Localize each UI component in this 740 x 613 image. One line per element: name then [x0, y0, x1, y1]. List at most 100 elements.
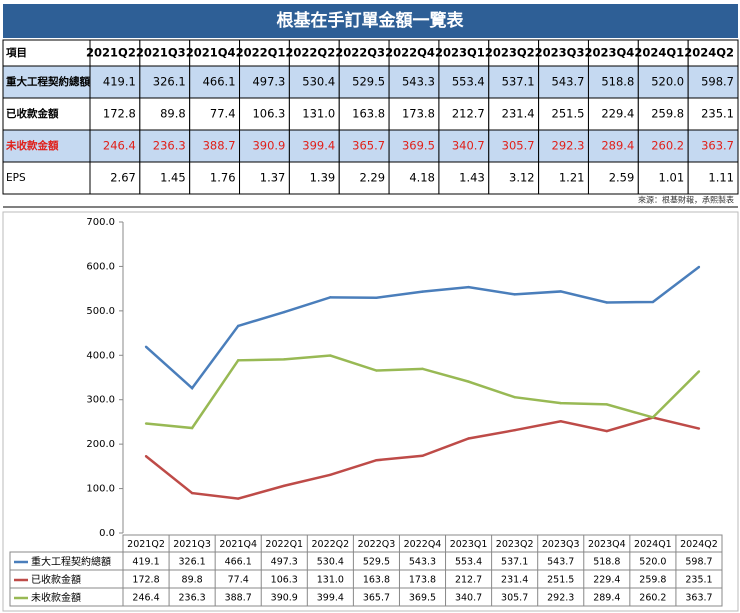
x-tick-label: 2021Q2 [127, 539, 165, 550]
table-cell [2, 39, 91, 67]
table-text: 172.8 [103, 107, 136, 121]
data-label: 229.4 [593, 575, 620, 586]
table-text: 543.3 [402, 75, 435, 89]
table-cell [2, 97, 91, 131]
data-label: 292.3 [547, 593, 574, 604]
data-label: 77.4 [228, 575, 249, 586]
point [329, 473, 332, 476]
table-text: 520.0 [651, 75, 684, 89]
x-tick-label: 2023Q1 [450, 539, 488, 550]
point [329, 354, 332, 357]
table-cell [438, 97, 490, 131]
table-text: 231.4 [502, 107, 535, 121]
point [144, 345, 148, 348]
data-label: 530.4 [317, 557, 344, 568]
table-text: 163.8 [352, 107, 385, 121]
data-label: 212.7 [455, 575, 482, 586]
table-text: 229.4 [601, 107, 634, 121]
table-text: 529.5 [352, 75, 385, 89]
table-text: 77.4 [210, 107, 236, 121]
table-text: 466.1 [203, 75, 236, 89]
table-cell [538, 161, 589, 195]
data-label: 235.1 [685, 575, 712, 586]
table-text: 260.2 [651, 139, 684, 153]
table-text: 1.43 [459, 171, 485, 185]
table-cell [488, 161, 540, 195]
table-text: 390.9 [252, 139, 285, 153]
point [513, 293, 516, 296]
data-label: 419.1 [132, 557, 159, 568]
source-note: 來源：根基財報，承熙製表 [638, 195, 734, 205]
data-label: 246.4 [132, 593, 159, 604]
point [559, 290, 562, 293]
y-tick-label: 100.0 [86, 484, 115, 495]
table-header: 2023Q4 [585, 46, 635, 60]
table-cell [89, 97, 141, 131]
table-cell [587, 129, 639, 163]
table-text: 236.3 [153, 139, 186, 153]
point [421, 290, 424, 293]
table-cell [89, 129, 141, 163]
table-header: 2022Q2 [285, 46, 335, 60]
table-header: 2023Q3 [535, 46, 585, 60]
table-text: 340.7 [452, 139, 485, 153]
legend-label: 已收款金額 [31, 573, 81, 586]
data-label: 363.7 [685, 593, 712, 604]
point [283, 484, 286, 487]
table-cell [288, 161, 340, 195]
table-text: 388.7 [203, 139, 236, 153]
table-cell [338, 161, 390, 195]
table-cell [538, 65, 589, 99]
point [467, 437, 470, 440]
table-cell [637, 39, 689, 67]
data-label: 173.8 [409, 575, 436, 586]
point [190, 491, 194, 495]
table-cell [438, 161, 490, 195]
table-cell [687, 39, 739, 67]
table-header: 2023Q2 [485, 46, 535, 60]
table-text: 212.7 [452, 107, 485, 121]
data-label: 399.4 [317, 593, 344, 604]
data-label: 305.7 [501, 593, 528, 604]
data-label: 543.3 [409, 557, 436, 568]
x-tick-label: 2022Q2 [311, 539, 349, 550]
table-cell [189, 65, 241, 99]
table-text: 518.8 [601, 75, 634, 89]
data-label: 553.4 [455, 557, 482, 568]
point [144, 455, 148, 458]
table-cell [139, 65, 191, 99]
table-text: 重大工程契約總額 [6, 75, 90, 88]
table-text: 1.01 [659, 171, 685, 185]
table-text: 251.5 [552, 107, 585, 121]
table-text: 365.7 [352, 139, 385, 153]
x-tick-label: 2021Q3 [173, 539, 211, 550]
title-bar [3, 4, 738, 38]
table-cell [2, 65, 91, 99]
table-header: 2022Q1 [236, 46, 286, 60]
table-cell [687, 161, 739, 195]
table-header: 2022Q3 [335, 46, 385, 60]
table-text: 未收款金額 [5, 139, 59, 152]
table-text: 89.8 [160, 107, 186, 121]
x-tick-label: 2022Q4 [404, 539, 442, 550]
table-text: EPS [6, 172, 26, 184]
table-text: 399.4 [302, 139, 335, 153]
data-label: 326.1 [179, 557, 206, 568]
table-cell [338, 65, 390, 99]
table-cell [538, 129, 589, 163]
table-text: 363.7 [701, 139, 734, 153]
point [605, 403, 609, 406]
point [329, 296, 332, 299]
table-text: 1.45 [160, 171, 186, 185]
table-text: 246.4 [103, 139, 136, 153]
point [651, 300, 655, 304]
y-tick-label: 600.0 [86, 261, 115, 272]
point [513, 428, 516, 432]
table-text: 2.29 [359, 171, 385, 185]
table-cell [438, 65, 490, 99]
table-text: 106.3 [252, 107, 285, 121]
point [421, 367, 424, 371]
table-cell [2, 129, 91, 163]
table-text: 537.1 [502, 75, 535, 89]
y-tick-label: 400.0 [86, 350, 115, 361]
